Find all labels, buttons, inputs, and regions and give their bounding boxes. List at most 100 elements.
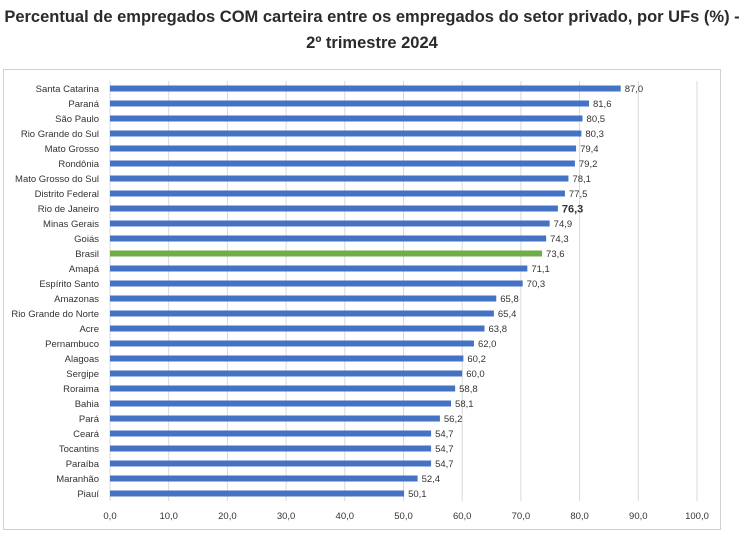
bar <box>110 190 565 197</box>
x-tick-label: 90,0 <box>629 511 648 522</box>
bar <box>110 325 485 332</box>
category-label: Roraima <box>63 384 100 395</box>
category-label: Piauí <box>77 489 99 500</box>
category-label: Rio Grande do Norte <box>11 309 99 320</box>
bar <box>110 295 497 302</box>
value-label: 60,2 <box>467 354 486 365</box>
value-label: 87,0 <box>625 84 644 95</box>
value-label: 54,7 <box>435 459 454 470</box>
category-label: Maranhão <box>56 474 99 485</box>
bar <box>110 160 575 167</box>
category-label: Paraíba <box>66 459 100 470</box>
value-labels: 87,0 81,6 80,5 80,3 79,4 79,2 78,1 77,5 76,3 74,9… <box>408 84 643 500</box>
value-label: 80,5 <box>587 114 606 125</box>
category-label: Rio Grande do Sul <box>21 129 99 140</box>
value-label: 65,8 <box>500 294 518 305</box>
bar <box>110 145 577 152</box>
x-tick-label: 20,0 <box>218 511 237 522</box>
value-label: 71,1 <box>531 264 550 275</box>
bar <box>110 115 583 122</box>
value-label: 58,1 <box>455 399 474 410</box>
bar <box>110 445 432 452</box>
value-label: 54,7 <box>435 444 454 455</box>
bar <box>110 220 550 227</box>
value-label: 54,7 <box>435 429 454 440</box>
bars <box>110 85 621 497</box>
grid-lines <box>109 81 698 501</box>
category-label: Acre <box>79 324 99 335</box>
value-label: 73,6 <box>546 249 565 260</box>
bar <box>110 475 418 482</box>
category-label: Tocantins <box>59 444 99 455</box>
category-label: Goiás <box>74 234 99 245</box>
value-label: 60,0 <box>466 369 485 380</box>
value-label: 79,4 <box>580 144 599 155</box>
category-label: Rio de Janeiro <box>38 204 99 215</box>
x-tick-label: 60,0 <box>453 511 472 522</box>
bar <box>110 310 494 317</box>
value-label: 78,1 <box>572 174 591 185</box>
value-label: 81,6 <box>593 99 612 110</box>
bar <box>110 250 543 257</box>
category-label: Paraná <box>68 99 99 110</box>
value-label: 79,2 <box>579 159 598 170</box>
category-label: Distrito Federal <box>35 189 99 200</box>
value-label: 74,9 <box>554 219 573 230</box>
category-label: São Paulo <box>55 114 99 125</box>
bar <box>110 385 456 392</box>
category-label: Alagoas <box>65 354 100 365</box>
value-label: 74,3 <box>550 234 569 245</box>
value-label: 62,0 <box>478 339 497 350</box>
x-tick-label: 80,0 <box>570 511 589 522</box>
category-label: Espírito Santo <box>39 279 99 290</box>
value-label: 63,8 <box>489 324 508 335</box>
value-label: 70,3 <box>527 279 546 290</box>
bar <box>110 340 474 347</box>
value-label: 58,8 <box>459 384 478 395</box>
bar <box>110 280 523 287</box>
bar <box>110 400 452 407</box>
bar <box>110 130 582 137</box>
category-labels: Santa Catarina Paraná São Paulo Rio Grande … <box>11 84 99 500</box>
category-label: Mato Grosso do Sul <box>15 174 99 185</box>
x-tick-label: 70,0 <box>512 511 531 522</box>
value-label: 77,5 <box>569 189 588 200</box>
category-label: Amazonas <box>54 294 99 305</box>
bar <box>110 85 621 92</box>
bar <box>110 175 569 182</box>
x-tick-label: 40,0 <box>336 511 355 522</box>
bar <box>110 205 558 212</box>
x-tick-label: 30,0 <box>277 511 296 522</box>
bar <box>110 490 405 497</box>
value-label: 50,1 <box>408 489 427 500</box>
category-label: Mato Grosso <box>45 144 99 155</box>
category-label: Ceará <box>73 429 100 440</box>
category-label: Minas Gerais <box>43 219 99 230</box>
category-label: Pará <box>79 414 100 425</box>
bar <box>110 370 463 377</box>
value-label: 56,2 <box>444 414 463 425</box>
value-label: 65,4 <box>498 309 517 320</box>
bar <box>110 235 547 242</box>
x-tick-label: 50,0 <box>394 511 413 522</box>
x-tick-label: 0,0 <box>103 511 116 522</box>
category-label: Bahia <box>75 399 100 410</box>
x-axis-ticks: 0,0 10,0 20,0 30,0 40,0 50,0 60,0 70,0 80,0 90,0 1… <box>103 511 709 522</box>
bar <box>110 430 432 437</box>
bar <box>110 460 432 467</box>
bar <box>110 355 464 362</box>
value-label: 80,3 <box>585 129 604 140</box>
value-label: 76,3 <box>562 203 583 215</box>
category-label: Amapá <box>69 264 100 275</box>
bar <box>110 265 528 272</box>
bar <box>110 415 440 422</box>
category-label: Pernambuco <box>45 339 99 350</box>
chart-title: Percentual de empregados COM carteira en… <box>4 8 740 52</box>
value-label: 52,4 <box>422 474 441 485</box>
x-tick-label: 100,0 <box>685 511 709 522</box>
category-label: Sergipe <box>66 369 99 380</box>
category-label: Brasil <box>75 249 99 260</box>
x-tick-label: 10,0 <box>159 511 178 522</box>
bar <box>110 100 589 107</box>
